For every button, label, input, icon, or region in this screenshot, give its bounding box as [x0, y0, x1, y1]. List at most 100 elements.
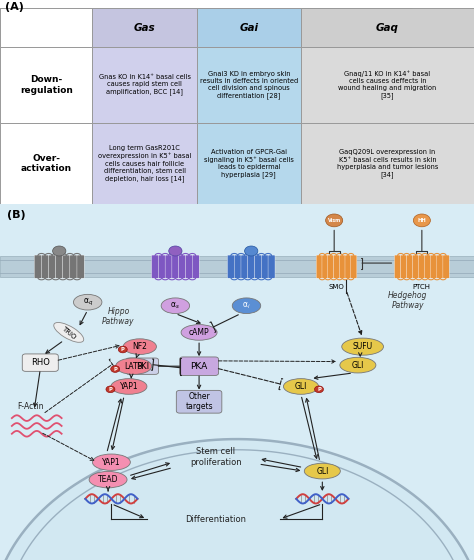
- Text: Activation of GPCR-Gai
signaling in K5⁺ basal cells
leads to epidermal
hyperplas: Activation of GPCR-Gai signaling in K5⁺ …: [204, 149, 294, 178]
- FancyBboxPatch shape: [34, 255, 42, 278]
- Ellipse shape: [283, 379, 319, 394]
- Circle shape: [169, 246, 182, 256]
- Ellipse shape: [92, 454, 130, 470]
- FancyBboxPatch shape: [180, 357, 219, 375]
- Text: (B): (B): [7, 210, 26, 220]
- Ellipse shape: [111, 379, 147, 394]
- FancyBboxPatch shape: [334, 255, 339, 278]
- Text: α$_s$: α$_s$: [171, 301, 180, 311]
- Text: P: P: [113, 367, 117, 371]
- FancyBboxPatch shape: [48, 255, 56, 278]
- Text: Other
targets: Other targets: [185, 392, 213, 412]
- Text: Down-
regulation: Down- regulation: [20, 75, 73, 95]
- FancyBboxPatch shape: [172, 255, 179, 278]
- FancyBboxPatch shape: [425, 255, 431, 278]
- Text: cAMP: cAMP: [189, 328, 210, 337]
- Text: SUFU: SUFU: [353, 342, 373, 351]
- FancyBboxPatch shape: [419, 255, 425, 278]
- FancyBboxPatch shape: [179, 255, 186, 278]
- FancyBboxPatch shape: [345, 255, 351, 278]
- Ellipse shape: [161, 298, 190, 314]
- FancyBboxPatch shape: [351, 255, 357, 278]
- Circle shape: [245, 246, 258, 256]
- Ellipse shape: [123, 339, 156, 354]
- Bar: [301, 123, 474, 204]
- Text: Vism: Vism: [328, 218, 341, 223]
- Bar: [0, 123, 92, 204]
- FancyBboxPatch shape: [261, 255, 268, 278]
- Circle shape: [53, 246, 66, 256]
- Ellipse shape: [89, 472, 127, 488]
- Text: Gai: Gai: [239, 22, 258, 32]
- Text: HH: HH: [418, 218, 426, 223]
- Text: F-Actin: F-Actin: [18, 402, 44, 410]
- Text: PTCH: PTCH: [413, 284, 431, 290]
- Text: TEAD: TEAD: [98, 475, 118, 484]
- Text: Gaq: Gaq: [376, 22, 399, 32]
- Text: SMO: SMO: [328, 284, 345, 290]
- FancyBboxPatch shape: [437, 255, 443, 278]
- Bar: [85, 8, 190, 47]
- FancyBboxPatch shape: [431, 255, 437, 278]
- FancyBboxPatch shape: [55, 255, 63, 278]
- FancyBboxPatch shape: [412, 255, 419, 278]
- FancyBboxPatch shape: [192, 255, 199, 278]
- FancyBboxPatch shape: [322, 255, 328, 278]
- FancyBboxPatch shape: [22, 354, 58, 371]
- Text: RHO: RHO: [31, 358, 50, 367]
- FancyBboxPatch shape: [328, 255, 334, 278]
- Text: PKI: PKI: [136, 362, 149, 371]
- Bar: [301, 47, 474, 123]
- Circle shape: [106, 386, 115, 393]
- Text: LATS: LATS: [125, 362, 143, 371]
- Bar: [0, 47, 92, 123]
- Text: Gnai3 KD in embryo skin
results in deffects in oriented
cell division and spinou: Gnai3 KD in embryo skin results in deffe…: [200, 71, 298, 99]
- FancyBboxPatch shape: [443, 255, 449, 278]
- Text: P: P: [109, 387, 112, 392]
- Ellipse shape: [304, 463, 340, 479]
- Bar: [0, 8, 85, 47]
- Text: TRIO: TRIO: [61, 325, 77, 340]
- Text: Differentiation: Differentiation: [185, 515, 246, 524]
- Text: GLI: GLI: [316, 466, 328, 475]
- FancyBboxPatch shape: [401, 255, 407, 278]
- Circle shape: [118, 346, 128, 353]
- Text: α$_i$: α$_i$: [242, 301, 251, 311]
- Bar: [197, 123, 301, 204]
- Text: Gas: Gas: [134, 22, 155, 32]
- FancyBboxPatch shape: [176, 390, 222, 413]
- Text: Hedgehog
Pathway: Hedgehog Pathway: [388, 291, 428, 310]
- Text: Gnaq/11 KO in K14⁺ basal
cells causes deffects in
wound healing and migration
[3: Gnaq/11 KO in K14⁺ basal cells causes de…: [338, 70, 437, 100]
- Bar: [197, 47, 301, 123]
- Text: Hippo
Pathway: Hippo Pathway: [102, 307, 135, 326]
- Text: GTP: GTP: [245, 309, 254, 313]
- Text: Gnas KO in K14⁺ basal cells
causes rapid stem cell
amplification, BCC [14]: Gnas KO in K14⁺ basal cells causes rapid…: [99, 74, 191, 95]
- FancyBboxPatch shape: [228, 255, 234, 278]
- Circle shape: [326, 214, 343, 227]
- Text: YAP1: YAP1: [102, 458, 121, 466]
- Text: GTP: GTP: [86, 305, 95, 309]
- FancyBboxPatch shape: [316, 255, 322, 278]
- FancyBboxPatch shape: [158, 255, 165, 278]
- Bar: [299, 8, 412, 47]
- Ellipse shape: [181, 325, 217, 340]
- FancyBboxPatch shape: [77, 255, 84, 278]
- Bar: [190, 8, 299, 47]
- Bar: [92, 8, 197, 47]
- Text: Over-
activation: Over- activation: [21, 154, 72, 173]
- Text: Long term GasR201C
overexpression in K5⁺ basal
cells causes hair follicle
differ: Long term GasR201C overexpression in K5⁺…: [98, 145, 191, 182]
- Text: GLI: GLI: [352, 361, 364, 370]
- FancyBboxPatch shape: [234, 255, 241, 278]
- Ellipse shape: [342, 338, 383, 355]
- FancyBboxPatch shape: [185, 255, 192, 278]
- Bar: [301, 8, 474, 47]
- Ellipse shape: [116, 358, 152, 375]
- Text: YAP1: YAP1: [119, 382, 138, 391]
- Text: GTP: GTP: [174, 309, 182, 313]
- FancyBboxPatch shape: [255, 255, 262, 278]
- FancyBboxPatch shape: [63, 255, 70, 278]
- Bar: [0, 8, 92, 47]
- FancyBboxPatch shape: [339, 255, 346, 278]
- Circle shape: [315, 386, 323, 393]
- FancyBboxPatch shape: [165, 255, 172, 278]
